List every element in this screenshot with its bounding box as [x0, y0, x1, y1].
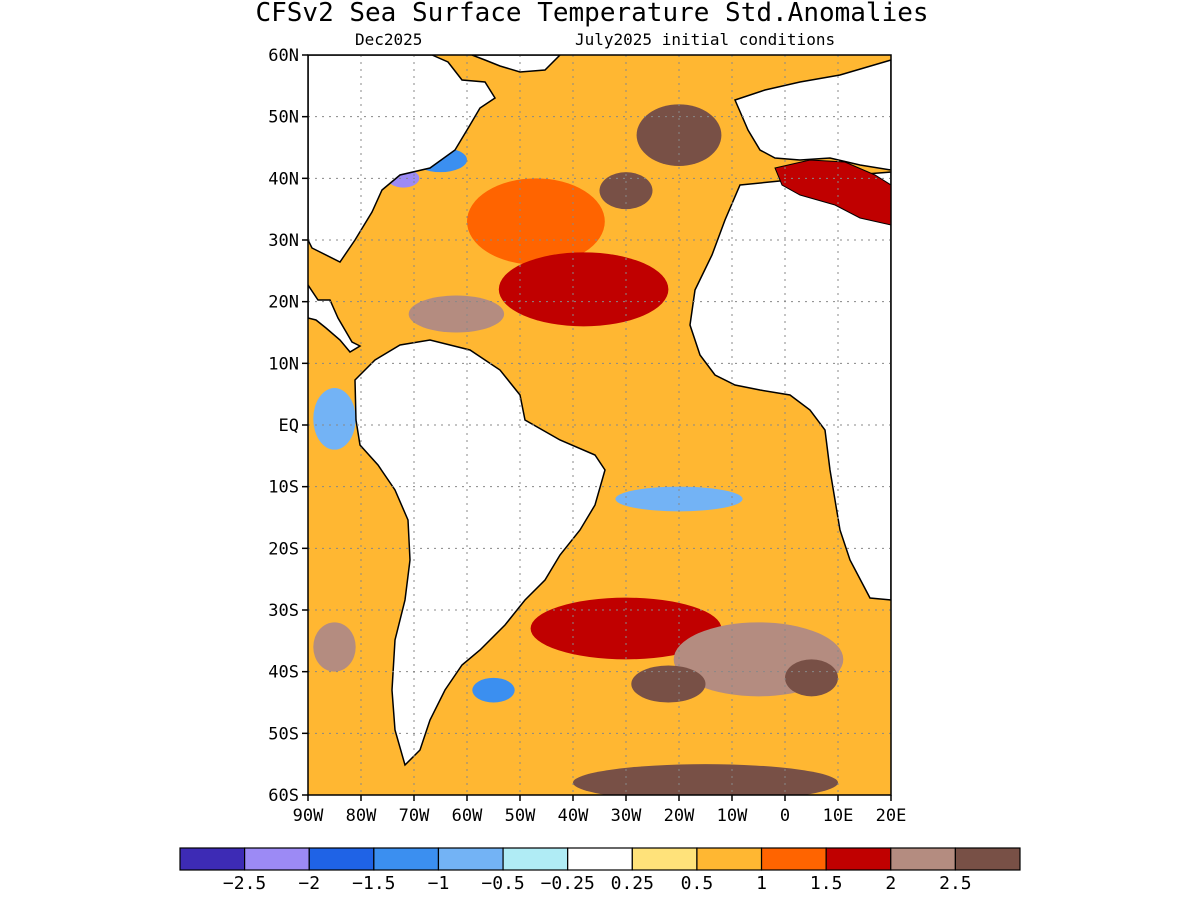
land-masses	[308, 55, 891, 767]
y-tick-label-3: 30N	[268, 231, 299, 251]
x-tick-label-5: 40W	[558, 806, 589, 826]
x-tick-label-0: 90W	[293, 806, 324, 826]
colorbar-label-1: −2	[298, 873, 320, 894]
y-tick-label-4: 20N	[268, 293, 299, 313]
colorbar-swatch-11	[890, 847, 956, 871]
colorbar-swatch-2	[308, 847, 375, 871]
anomaly-region-4	[636, 104, 722, 166]
colorbar-label-6: 0.25	[611, 873, 654, 894]
colorbar-swatch-12	[954, 847, 1021, 871]
x-tick-label-9: 0	[780, 806, 790, 826]
anomaly-region-10	[785, 659, 838, 697]
x-tick-label-1: 80W	[346, 806, 377, 826]
colorbar-label-11: 2.5	[939, 873, 972, 894]
colorbar-swatch-10	[825, 847, 892, 871]
colorbar-swatch-0	[179, 847, 246, 871]
x-axis: 90W 80W 70W 60W 50W 40W 30W 20W 10W 0 10E 20E	[293, 795, 907, 826]
y-tick-label-1: 50N	[268, 108, 299, 128]
colorbar-label-5: −0.25	[541, 873, 595, 894]
chart-subtitle-right: July2025 initial conditions	[575, 30, 835, 49]
x-tick-label-11: 20E	[876, 806, 907, 826]
x-tick-label-6: 30W	[611, 806, 642, 826]
y-tick-label-9: 30S	[268, 601, 299, 621]
north-america-land	[308, 55, 497, 263]
south-america-land	[354, 339, 606, 767]
x-tick-label-2: 70W	[399, 806, 430, 826]
chart-title: CFSv2 Sea Surface Temperature Std.Anomal…	[255, 0, 928, 28]
africa-land	[689, 171, 891, 601]
colorbar-label-2: −1.5	[352, 873, 395, 894]
colorbar-label-4: −0.5	[481, 873, 524, 894]
y-tick-label-8: 20S	[268, 539, 299, 559]
y-tick-label-5: 10N	[268, 354, 299, 374]
colorbar-label-3: −1	[428, 873, 450, 894]
grid-lines	[308, 55, 891, 795]
x-tick-label-8: 10W	[717, 806, 748, 826]
y-tick-label-11: 50S	[268, 724, 299, 744]
anomaly-region-14	[615, 486, 743, 512]
chart-subtitle-left: Dec2025	[355, 30, 422, 49]
x-tick-label-7: 20W	[664, 806, 695, 826]
y-tick-label-2: 40N	[268, 169, 299, 189]
colorbar-swatch-1	[244, 847, 310, 871]
y-tick-label-0: 60N	[268, 46, 299, 66]
y-tick-label-7: 10S	[268, 478, 299, 498]
colorbar-label-9: 1.5	[810, 873, 843, 894]
colorbar-swatch-7	[631, 847, 698, 871]
colorbar-label-7: 0.5	[681, 873, 714, 894]
central-america-land	[308, 283, 362, 353]
anomaly-region-12	[313, 622, 356, 672]
y-tick-label-12: 60S	[268, 786, 299, 806]
colorbar-swatch-9	[760, 847, 827, 871]
x-tick-label-3: 60W	[452, 806, 483, 826]
colorbar-swatch-4	[437, 847, 504, 871]
colorbar-label-8: 1	[756, 873, 767, 894]
anomaly-region-13	[472, 677, 515, 703]
x-tick-label-10: 10E	[823, 806, 854, 826]
plot-area	[307, 54, 892, 796]
y-tick-label-10: 40S	[268, 663, 299, 683]
anomaly-region-2	[408, 295, 505, 333]
y-axis: 60N 50N 40N 30N 20N 10N EQ 10S 20S 30S 40S 50S 60S	[268, 46, 308, 806]
anomaly-region-11	[573, 764, 838, 795]
anomaly-layer	[313, 104, 844, 795]
colorbar-label-0: −2.5	[223, 873, 266, 894]
colorbar-label-10: 2	[885, 873, 896, 894]
colorbar-swatch-6	[567, 847, 633, 871]
y-tick-label-6: EQ	[279, 416, 299, 436]
europe-land	[733, 59, 891, 171]
anomaly-region-7	[530, 597, 722, 660]
colorbar-swatch-8	[696, 847, 763, 871]
mediterranean-sea	[774, 159, 891, 226]
colorbar-swatch-3	[373, 847, 440, 871]
anomaly-region-3	[599, 172, 653, 210]
anomaly-region-0	[467, 178, 605, 265]
anomaly-region-15	[313, 388, 356, 450]
greenland-land	[471, 55, 562, 73]
colorbar-swatch-5	[502, 847, 569, 871]
x-tick-label-4: 50W	[505, 806, 536, 826]
anomaly-region-1	[498, 252, 669, 327]
anomaly-region-9	[631, 665, 706, 703]
colorbar: −2.5 −2 −1.5 −1 −0.5 −0.25 0.25 0.5 1 1.5 2 2.5	[179, 847, 1021, 894]
